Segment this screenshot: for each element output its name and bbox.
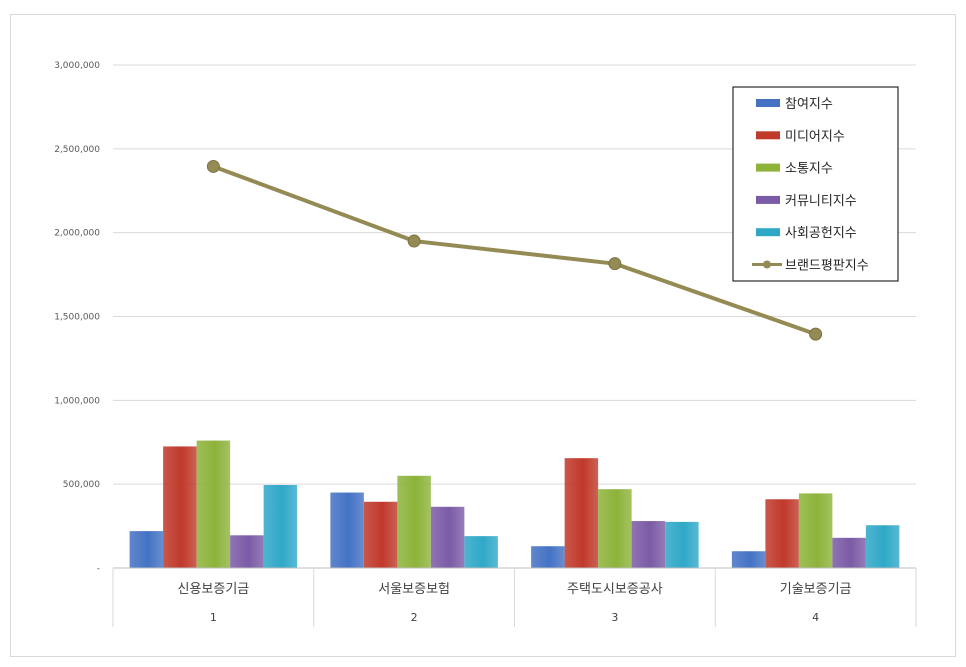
line-point: [407, 234, 421, 248]
bar: [163, 446, 197, 568]
x-category-label: 주택도시보증공사: [567, 582, 663, 597]
legend-swatch: [756, 195, 780, 204]
y-tick-label: 2,500,000: [54, 145, 100, 155]
line-series: [206, 159, 823, 341]
y-tick-label: 1,000,000: [54, 396, 100, 406]
x-category-number: 3: [611, 611, 618, 624]
x-axis: 신용보증기금 1 서울보증보험 2 주택도시보증공사 3 기술보증기금 4: [112, 567, 917, 627]
x-category-label: 기술보증기금: [780, 582, 852, 597]
bar: [564, 458, 599, 568]
bar: [330, 492, 364, 568]
legend-label: 브랜드평판지수: [785, 259, 869, 274]
bar: [129, 531, 164, 568]
y-tick-label: 1,500,000: [54, 313, 100, 323]
line-point: [206, 159, 220, 173]
bar: [765, 499, 799, 568]
legend-swatch: [756, 99, 780, 107]
bar: [464, 536, 498, 568]
x-category-label: 신용보증기금: [177, 582, 249, 597]
legend-label: 참여지수: [785, 97, 833, 112]
bar: [665, 521, 699, 568]
bar: [531, 546, 565, 568]
bar: [865, 525, 900, 568]
x-category-label: 서울보증보험: [378, 582, 450, 597]
bar: [263, 485, 298, 568]
bar: [196, 440, 231, 568]
y-tick-label: 500,000: [63, 480, 100, 490]
bar: [363, 501, 398, 568]
legend-label: 미디어지수: [785, 129, 845, 144]
x-category-number: 2: [411, 611, 418, 624]
bar: [631, 521, 666, 568]
x-category-number: 4: [812, 611, 819, 624]
legend-box: [732, 86, 899, 282]
bar: [598, 489, 632, 568]
line-point: [608, 257, 622, 271]
bar: [430, 506, 465, 568]
bar: [230, 535, 264, 568]
bar: [731, 551, 766, 568]
y-tick-label: 3,000,000: [54, 61, 100, 71]
y-tick-label: -: [97, 564, 100, 574]
y-tick-label: 2,000,000: [54, 229, 100, 239]
x-category-number: 1: [210, 611, 217, 624]
bar: [798, 493, 833, 568]
legend-label: 사회공헌지수: [785, 226, 857, 241]
line-series-path: [212, 164, 817, 336]
bar: [397, 475, 431, 568]
bar: [832, 537, 866, 568]
legend-label: 소통지수: [785, 162, 833, 177]
gridlines: [113, 64, 916, 485]
legend-label: 커뮤니티지수: [785, 194, 857, 209]
legend-swatch: [756, 228, 780, 237]
y-axis: - 500,000 1,000,000 1,500,000 2,000,000 2,500…: [54, 61, 100, 574]
legend-swatch: [756, 131, 780, 140]
bar-series: [129, 440, 900, 568]
legend-swatch: [756, 163, 780, 172]
line-point: [809, 327, 823, 341]
legend-marker: [763, 260, 771, 269]
